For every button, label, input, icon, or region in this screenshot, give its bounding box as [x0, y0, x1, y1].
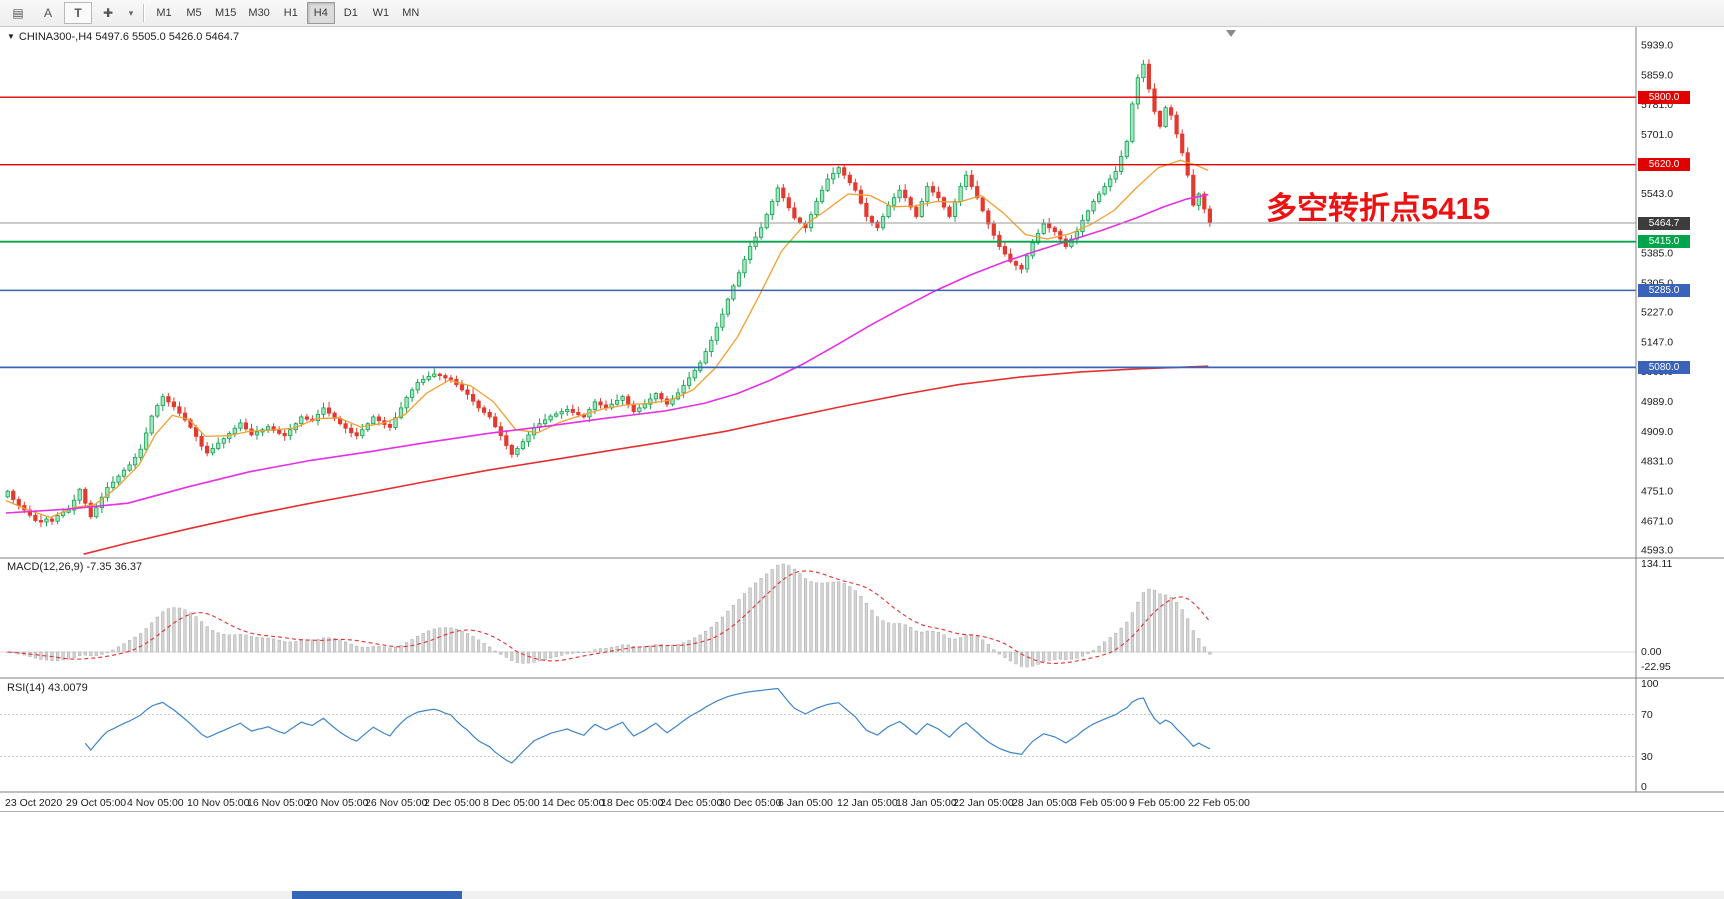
svg-text:18 Jan 05:00: 18 Jan 05:00 [896, 797, 957, 809]
chart-area: 5939.05859.05781.05701.05623.05543.05385… [0, 27, 1724, 812]
svg-text:0: 0 [1641, 781, 1647, 793]
rsi-scale-labels: 100 70 30 0 [1641, 678, 1659, 793]
timeframe-button-group: M1 M5 M15 M30 H1 H4 D1 W1 MN [150, 2, 425, 24]
svg-text:4751.0: 4751.0 [1641, 485, 1673, 497]
svg-text:4 Nov 05:00: 4 Nov 05:00 [127, 797, 184, 809]
svg-text:5147.0: 5147.0 [1641, 337, 1673, 349]
rsi-header: RSI(14) 43.0079 [7, 682, 88, 694]
svg-text:14 Dec 05:00: 14 Dec 05:00 [542, 797, 605, 809]
chart-shift-marker [1226, 30, 1236, 37]
svg-text:4671.0: 4671.0 [1641, 515, 1673, 527]
svg-text:4831.0: 4831.0 [1641, 455, 1673, 467]
svg-text:8 Dec 05:00: 8 Dec 05:00 [483, 797, 540, 809]
svg-text:5227.0: 5227.0 [1641, 307, 1673, 319]
svg-text:0.00: 0.00 [1641, 646, 1662, 658]
timeframe-m5-button[interactable]: M5 [186, 7, 202, 19]
taskbar-window-fragment[interactable] [292, 891, 462, 899]
macd-signal-line [7, 570, 1211, 664]
y-axis-ticks: 5939.05859.05781.05701.05623.05543.05385… [1641, 40, 1673, 557]
timeframe-h4-button[interactable]: H4 [306, 2, 335, 24]
svg-text:26 Nov 05:00: 26 Nov 05:00 [365, 797, 428, 809]
svg-text:4593.0: 4593.0 [1641, 545, 1673, 557]
svg-text:18 Dec 05:00: 18 Dec 05:00 [601, 797, 664, 809]
chart-canvas[interactable]: 5939.05859.05781.05701.05623.05543.05385… [0, 27, 1724, 812]
chart-list-button[interactable]: ▤ [12, 6, 24, 20]
svg-text:16 Nov 05:00: 16 Nov 05:00 [247, 797, 310, 809]
cursor-button[interactable]: A [43, 6, 52, 20]
timeframe-d1-button[interactable]: D1 [343, 7, 358, 19]
svg-text:5543.0: 5543.0 [1641, 188, 1673, 200]
macd-header: MACD(12,26,9) -7.35 36.37 [7, 561, 143, 573]
toolbar: ▤ A T ✚ ▾ M1 M5 M15 M30 H1 H4 D1 W1 MN [0, 0, 1724, 27]
tool-button-group: ▤ A T ✚ ▾ [4, 2, 138, 24]
svg-text:29 Oct 05:00: 29 Oct 05:00 [66, 797, 126, 809]
price-level-badge-5620.0: 5620.0 [1638, 158, 1690, 172]
candles [5, 59, 1212, 528]
macd-pane [0, 563, 1636, 668]
symbol-header: ▼ CHINA300-,H4 5497.6 5505.0 5426.0 5464.… [7, 31, 239, 43]
price-level-badge-5800.0: 5800.0 [1638, 90, 1690, 104]
svg-text:-22.95: -22.95 [1641, 661, 1671, 673]
rsi-line [84, 687, 1211, 764]
macd-scale-labels: 134.11 0.00 -22.95 [1641, 558, 1672, 673]
svg-text:70: 70 [1641, 709, 1653, 721]
svg-text:134.11: 134.11 [1641, 558, 1672, 570]
indicator-dropdown-button[interactable]: ▾ [128, 7, 134, 18]
svg-text:9 Feb 05:00: 9 Feb 05:00 [1129, 797, 1185, 809]
svg-text:22 Feb 05:00: 22 Feb 05:00 [1188, 797, 1250, 809]
svg-text:10 Nov 05:00: 10 Nov 05:00 [187, 797, 250, 809]
svg-text:22 Jan 05:00: 22 Jan 05:00 [953, 797, 1014, 809]
toolbar-separator [143, 4, 145, 22]
svg-text:3 Feb 05:00: 3 Feb 05:00 [1071, 797, 1127, 809]
pane-borders [0, 27, 1724, 812]
price-pane [0, 30, 1636, 555]
svg-text:28 Jan 05:00: 28 Jan 05:00 [1012, 797, 1073, 809]
slow-ma-line [83, 365, 1209, 555]
svg-text:100: 100 [1641, 678, 1659, 690]
svg-text:6 Jan 05:00: 6 Jan 05:00 [778, 797, 833, 809]
timeframe-w1-button[interactable]: W1 [372, 7, 390, 19]
fast-ma-line [5, 159, 1209, 519]
svg-text:23 Oct 2020: 23 Oct 2020 [5, 797, 62, 809]
taskbar-fragment [0, 891, 1724, 899]
svg-text:20 Nov 05:00: 20 Nov 05:00 [306, 797, 369, 809]
svg-text:12 Jan 05:00: 12 Jan 05:00 [837, 797, 898, 809]
timeframe-m30-button[interactable]: M30 [248, 7, 270, 19]
svg-text:4989.0: 4989.0 [1641, 396, 1673, 408]
svg-text:2 Dec 05:00: 2 Dec 05:00 [424, 797, 481, 809]
x-axis-labels: 23 Oct 2020 29 Oct 05:00 4 Nov 05:00 10 Nov… [5, 797, 1250, 809]
timeframe-m15-button[interactable]: M15 [215, 7, 237, 19]
svg-text:5939.0: 5939.0 [1641, 40, 1673, 52]
medium-ma-line [5, 193, 1209, 514]
svg-text:5859.0: 5859.0 [1641, 70, 1673, 82]
rsi-pane [0, 687, 1636, 764]
price-level-badge-5285.0: 5285.0 [1638, 283, 1690, 297]
window-lower-area [0, 812, 1724, 899]
svg-text:5385.0: 5385.0 [1641, 247, 1673, 259]
svg-text:30 Dec 05:00: 30 Dec 05:00 [719, 797, 782, 809]
timeframe-m1-button[interactable]: M1 [156, 7, 172, 19]
collapse-triangle-icon[interactable]: ▼ [7, 32, 15, 41]
chart-annotation[interactable]: 多空转折点5415 [1266, 191, 1490, 226]
indicator-button[interactable]: ✚ [102, 6, 114, 20]
price-level-badge-5080.0: 5080.0 [1638, 360, 1690, 374]
current-price-badge: 5464.7 [1638, 216, 1690, 230]
symbol-ohlc-text: CHINA300-,H4 5497.6 5505.0 5426.0 5464.7 [18, 31, 240, 43]
timeframe-h1-button[interactable]: H1 [283, 7, 298, 19]
text-tool-button[interactable]: T [64, 2, 92, 24]
price-level-badge-5415.0: 5415.0 [1638, 235, 1690, 249]
svg-text:24 Dec 05:00: 24 Dec 05:00 [660, 797, 723, 809]
timeframe-mn-button[interactable]: MN [402, 7, 420, 19]
svg-text:30: 30 [1641, 751, 1653, 763]
svg-text:4909.0: 4909.0 [1641, 426, 1673, 438]
svg-text:5701.0: 5701.0 [1641, 129, 1673, 141]
